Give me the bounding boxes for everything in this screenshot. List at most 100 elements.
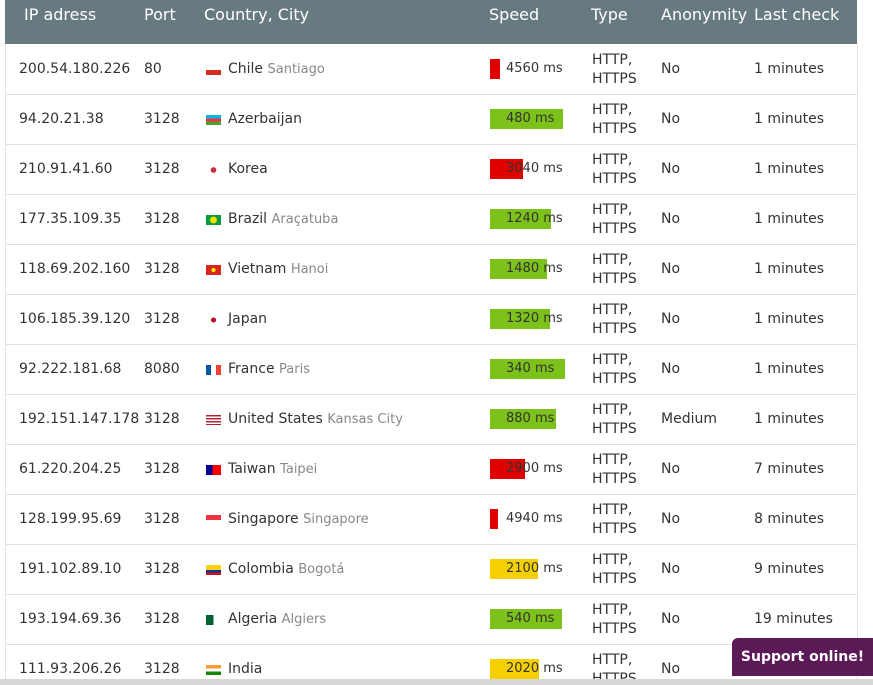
speed-cell: 1240 ms (506, 211, 563, 226)
type-cell: HTTP, HTTPS (592, 602, 637, 637)
speed-bar (490, 659, 539, 679)
anonymity-cell: No (661, 561, 681, 577)
ip-cell: 111.93.206.26 (19, 661, 122, 677)
last-check-cell: 1 minutes (754, 261, 825, 277)
type-cell: HTTP, HTTPS (592, 502, 637, 537)
flag-icon (206, 65, 221, 75)
speed-bar (490, 59, 500, 79)
flag-icon (206, 315, 221, 325)
speed-cell: 2020 ms (506, 661, 563, 676)
last-check-cell: 1 minutes (754, 111, 825, 127)
flag-icon (206, 165, 221, 175)
table-row: 191.102.89.10 3128 Colombia Bogotá 2100 ms H… (5, 545, 858, 595)
port-cell: 3128 (144, 211, 180, 227)
flag-icon (206, 215, 221, 225)
speed-cell: 340 ms (506, 361, 555, 376)
city: Algiers (281, 612, 327, 627)
type-cell: HTTP, HTTPS (592, 452, 637, 487)
speed-cell: 880 ms (506, 411, 555, 426)
table-row: 61.220.204.25 3128 Taiwan Taipei 2900 ms HTT… (5, 445, 858, 495)
last-check-cell: 19 minutes (754, 611, 833, 627)
country: United States (228, 411, 323, 427)
type-cell: HTTP, HTTPS (592, 52, 637, 87)
port-cell: 80 (144, 61, 162, 77)
anonymity-cell: No (661, 311, 681, 327)
table-row: 106.185.39.120 3128 Japan 1320 ms HTTP, HTTP… (5, 295, 858, 345)
country-cell: Vietnam Hanoi (228, 261, 328, 277)
speed-bar (490, 209, 551, 229)
speed-cell: 4560 ms (506, 61, 563, 76)
anonymity-cell: No (661, 361, 681, 377)
port-cell: 3128 (144, 111, 180, 127)
table-row: 192.151.147.178 3128 United States Kansas … (5, 395, 858, 445)
country: Korea (228, 161, 268, 177)
speed-cell: 540 ms (506, 611, 555, 626)
type-cell: HTTP, HTTPS (592, 352, 637, 387)
city: Bogotá (298, 562, 345, 577)
support-button[interactable]: Support online! (732, 638, 873, 676)
table-row: 177.35.109.35 3128 Brazil Araçatuba 1240 ms… (5, 195, 858, 245)
speed-bar (490, 309, 550, 329)
last-check-cell: 1 minutes (754, 411, 825, 427)
anonymity-cell: No (661, 111, 681, 127)
city: Singapore (303, 512, 369, 527)
anonymity-cell: Medium (661, 411, 717, 427)
flag-icon (206, 665, 221, 675)
flag-icon (206, 265, 221, 275)
country-cell: Japan (228, 311, 267, 327)
country: Azerbaijan (228, 111, 302, 127)
country-cell: Algeria Algiers (228, 611, 326, 627)
speed-bar (490, 159, 524, 179)
country-cell: Brazil Araçatuba (228, 211, 338, 227)
country-cell: Taiwan Taipei (228, 461, 317, 477)
speed-cell: 2100 ms (506, 561, 563, 576)
ip-cell: 106.185.39.120 (19, 311, 131, 327)
speed-bar (490, 459, 526, 479)
flag-icon (206, 615, 221, 625)
ip-cell: 210.91.41.60 (19, 161, 113, 177)
city: Kansas City (327, 412, 403, 427)
last-check-cell: 9 minutes (754, 561, 825, 577)
flag-icon (206, 515, 221, 525)
speed-bar (490, 259, 548, 279)
country: Taiwan (228, 461, 276, 477)
column-header: Speed (489, 5, 540, 24)
flag-icon (206, 415, 221, 425)
country-cell: Korea (228, 161, 268, 177)
ip-cell: 61.220.204.25 (19, 461, 122, 477)
port-cell: 3128 (144, 611, 180, 627)
last-check-cell: 1 minutes (754, 161, 825, 177)
port-cell: 3128 (144, 311, 180, 327)
city: Santiago (267, 62, 325, 77)
speed-cell: 1480 ms (506, 261, 563, 276)
type-cell: HTTP, HTTPS (592, 402, 637, 437)
speed-cell: 4940 ms (506, 511, 563, 526)
speed-bar (490, 509, 498, 529)
type-cell: HTTP, HTTPS (592, 202, 637, 237)
column-header: Country, City (204, 5, 310, 24)
ip-cell: 118.69.202.160 (19, 261, 131, 277)
port-cell: 3128 (144, 561, 180, 577)
last-check-cell: 1 minutes (754, 211, 825, 227)
country-cell: France Paris (228, 361, 310, 377)
column-header: Last check (754, 5, 840, 24)
anonymity-cell: No (661, 261, 681, 277)
anonymity-cell: No (661, 61, 681, 77)
type-cell: HTTP, HTTPS (592, 302, 637, 337)
speed-cell: 480 ms (506, 111, 555, 126)
flag-icon (206, 465, 221, 475)
anonymity-cell: No (661, 511, 681, 527)
port-cell: 3128 (144, 411, 180, 427)
last-check-cell: 1 minutes (754, 61, 825, 77)
flag-icon (206, 365, 221, 375)
table-row: 118.69.202.160 3128 Vietnam Hanoi 1480 ms HT… (5, 245, 858, 295)
country: Algeria (228, 611, 278, 627)
ip-cell: 177.35.109.35 (19, 211, 122, 227)
last-check-cell: 1 minutes (754, 361, 825, 377)
table-row: 210.91.41.60 3128 Korea 3040 ms HTTP, HTTPS N… (5, 145, 858, 195)
country: Japan (228, 311, 268, 327)
column-header: Port (144, 5, 176, 24)
country: India (228, 661, 263, 677)
table-row: 200.54.180.226 80 Chile Santiago 4560 ms HTT… (5, 45, 858, 95)
anonymity-cell: No (661, 611, 681, 627)
